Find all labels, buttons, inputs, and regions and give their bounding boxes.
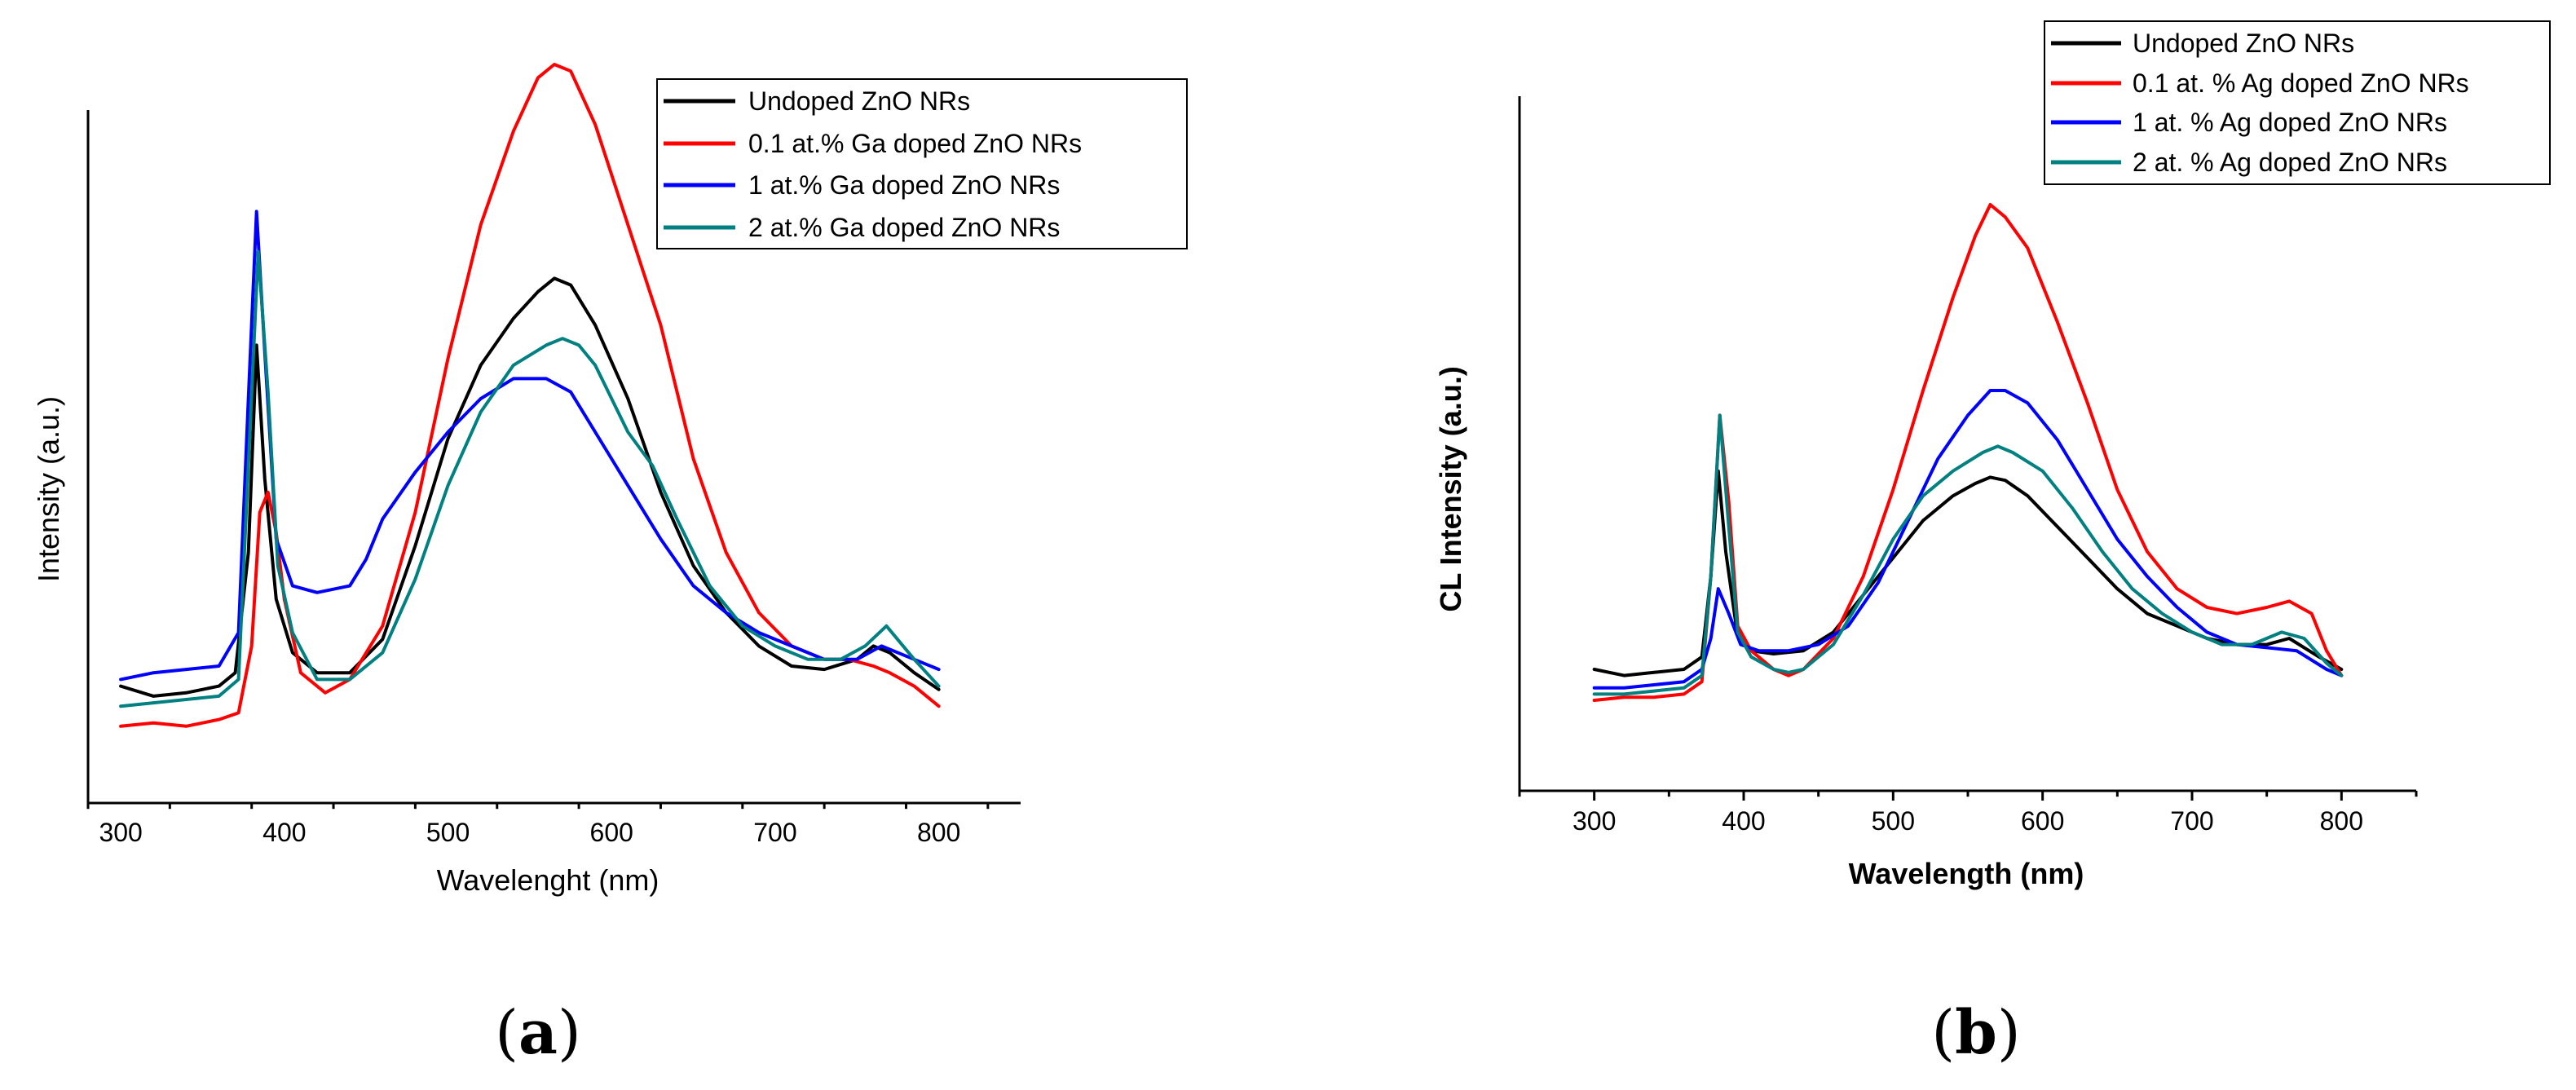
panel-b-x-tick-label: 800 — [2320, 806, 2363, 836]
panel-a-caption: (a) — [495, 998, 581, 1068]
panel-b-x-tick-label: 300 — [1573, 806, 1616, 836]
panel-a-series-group — [119, 63, 941, 728]
panel-b-chart: 300 400 500 600 700 800 Wavelength (nm) CL In… — [1434, 20, 2551, 1068]
panel-a-x-axis-label: Wavelenght (nm) — [437, 863, 659, 897]
panel-b-series-group — [1592, 203, 2344, 702]
panel-a-legend-label-2ga: 2 at.% Ga doped ZnO NRs — [748, 213, 1060, 242]
panel-b-series-1-at-ag-doped-zno-nrs — [1592, 389, 2344, 690]
panel-a-chart: 300 400 500 600 700 800 Wavelenght (nm) Inten… — [32, 63, 1188, 1068]
panel-a-legend-label-undoped: Undoped ZnO NRs — [748, 86, 970, 116]
panel-a-x-tick-label: 800 — [917, 818, 960, 847]
panel-b-x-axis-label: Wavelength (nm) — [1849, 857, 2084, 890]
panel-a-caption-letter: a — [518, 998, 558, 1068]
panel-b-legend-box — [2044, 20, 2551, 185]
panel-a-x-ticks: 300 400 500 600 700 800 — [86, 803, 990, 847]
panel-b-legend-label-2ag: 2 at. % Ag doped ZnO NRs — [2133, 148, 2447, 177]
panel-b-x-tick-label: 500 — [1872, 806, 1915, 836]
panel-b-series-2-at-ag-doped-zno-nrs — [1592, 413, 2344, 696]
panel-a-series-1-at-ga-doped-zno-nrs — [119, 210, 941, 682]
panel-b-legend-label-1ag: 1 at. % Ag doped ZnO NRs — [2133, 108, 2447, 137]
panel-a-x-tick-label: 700 — [753, 818, 796, 847]
panel-b-y-axis-label: CL Intensity (a.u.) — [1434, 366, 1467, 611]
panel-b-x-ticks: 300 400 500 600 700 800 — [1518, 791, 2418, 836]
panel-a-series-undoped-zno-nrs — [119, 276, 941, 698]
panel-a-legend-label-1ga: 1 at.% Ga doped ZnO NRs — [748, 170, 1060, 200]
panel-a-x-tick-label: 500 — [426, 818, 470, 847]
panel-b-x-tick-label: 600 — [2021, 806, 2064, 836]
panel-a-series-2-at-ga-doped-zno-nrs — [119, 249, 941, 708]
panel-b-x-tick-label: 700 — [2170, 806, 2213, 836]
panel-b-caption-letter: b — [1955, 998, 1997, 1068]
panel-a-x-tick-label: 600 — [590, 818, 633, 847]
panel-b-legend: Undoped ZnO NRs 0.1 at. % Ag doped ZnO N… — [2044, 20, 2551, 185]
panel-a-x-tick-label: 400 — [262, 818, 306, 847]
panel-a-legend-label-0-1ga: 0.1 at.% Ga doped ZnO NRs — [748, 129, 1082, 158]
panel-a-y-axis-label: Intensity (a.u.) — [32, 396, 65, 582]
panel-a-x-tick-label: 300 — [99, 818, 142, 847]
panel-b-x-tick-label: 400 — [1722, 806, 1765, 836]
panel-b-legend-label-0-1ag: 0.1 at. % Ag doped ZnO NRs — [2133, 68, 2469, 98]
panel-a-legend-box — [656, 78, 1188, 249]
panel-b-caption: (b) — [1931, 998, 2021, 1068]
panel-b-legend-label-undoped: Undoped ZnO NRs — [2133, 29, 2354, 58]
panel-a-legend: Undoped ZnO NRs 0.1 at.% Ga doped ZnO NR… — [656, 78, 1188, 249]
